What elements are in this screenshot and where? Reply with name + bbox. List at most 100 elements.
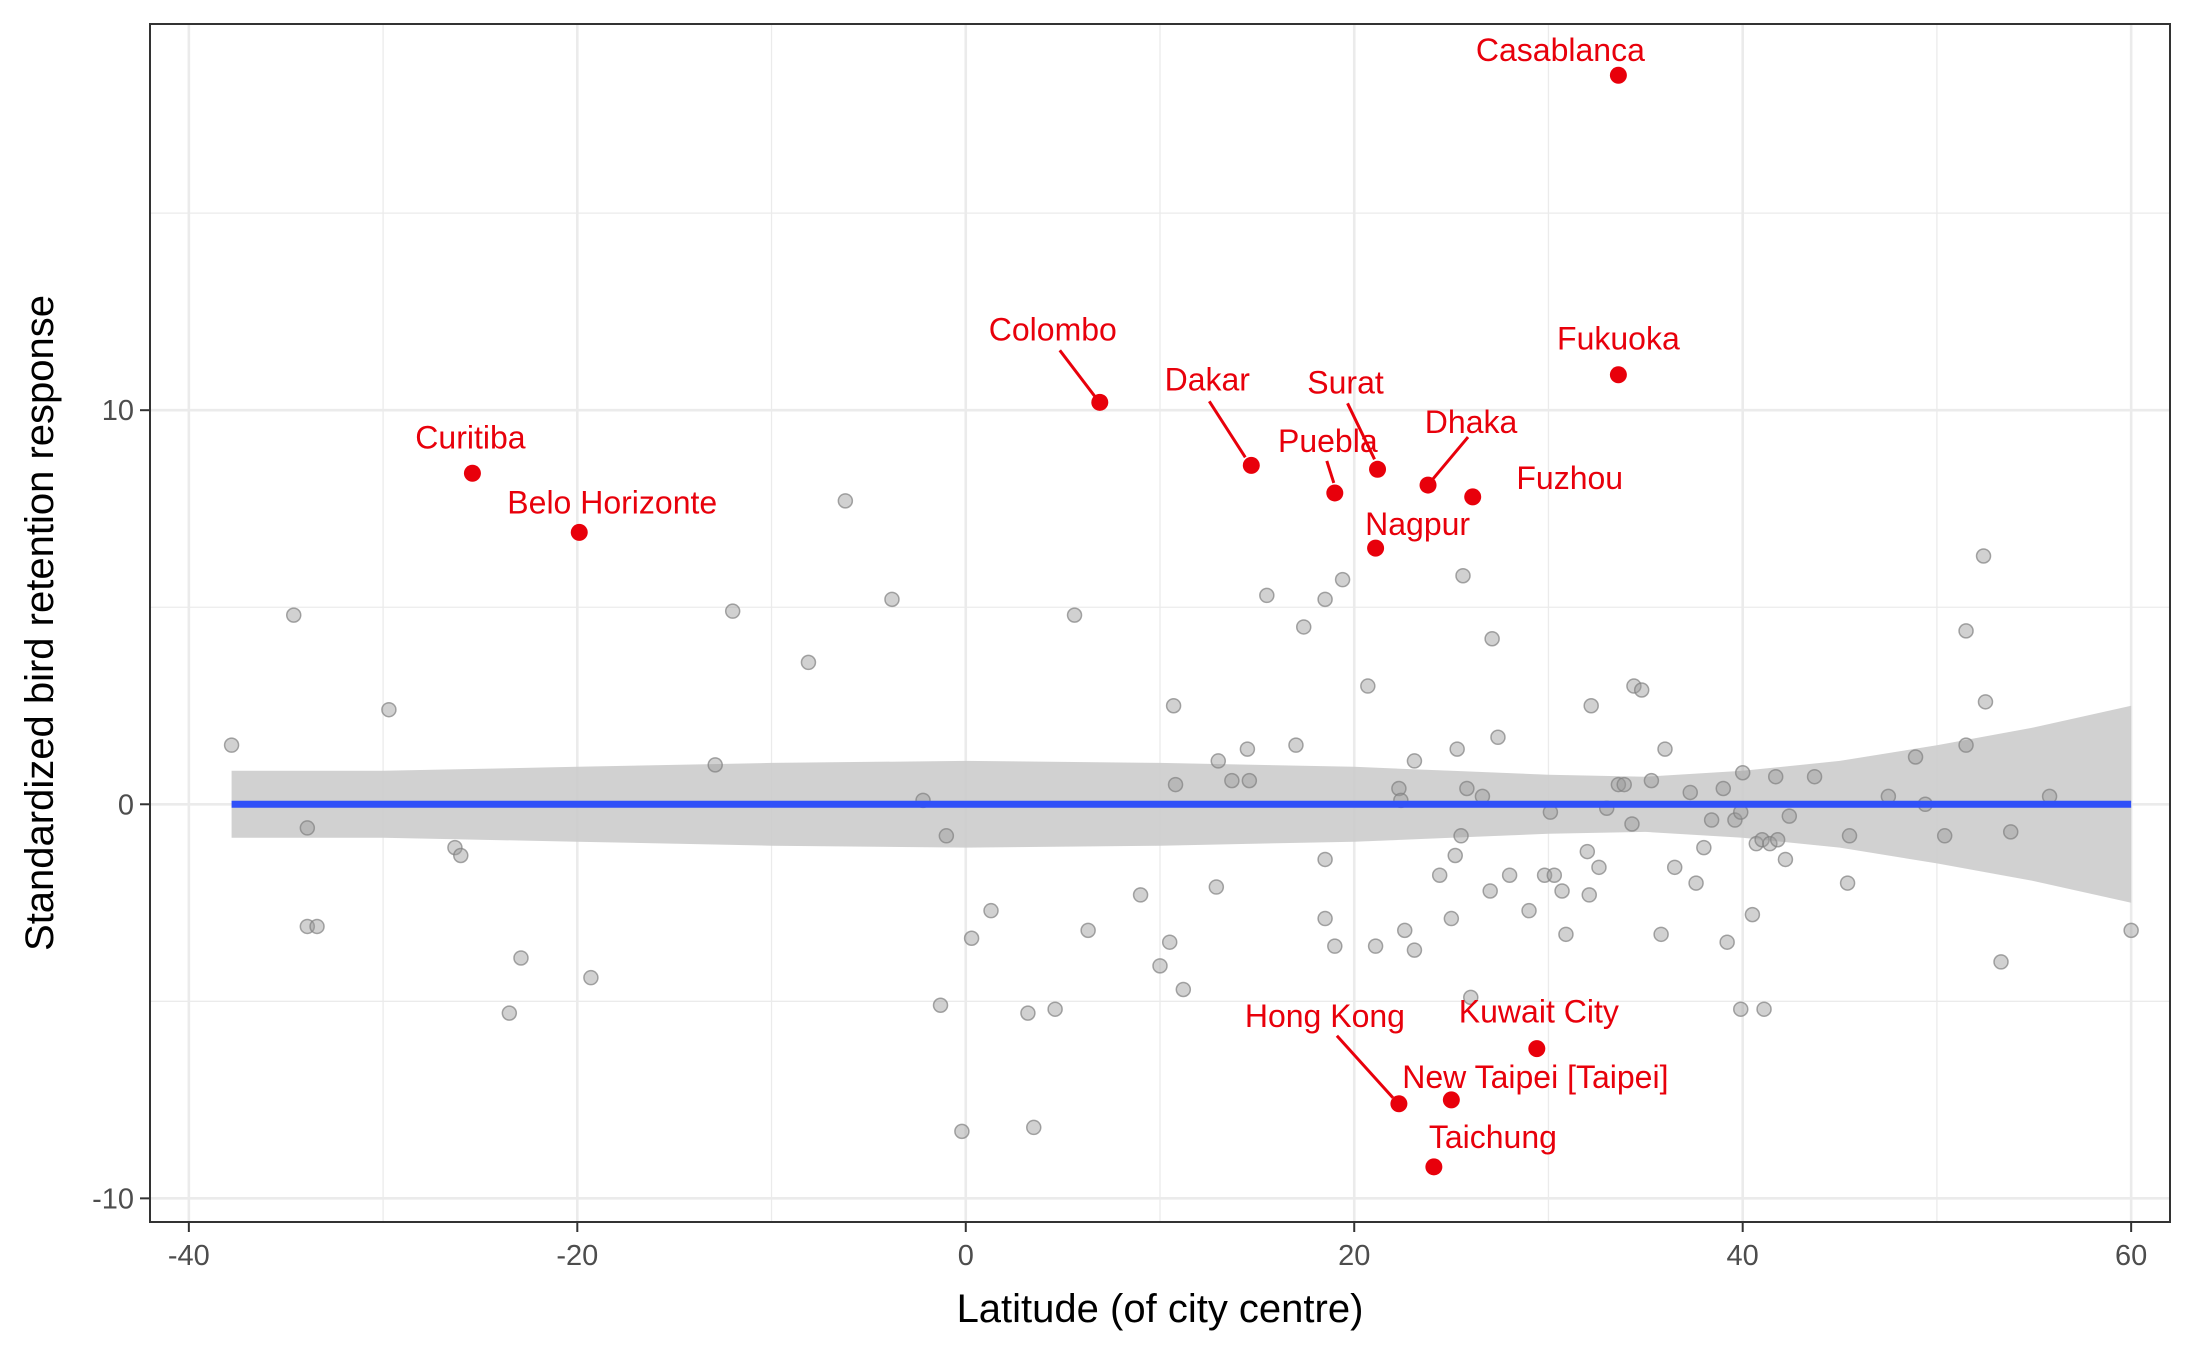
data-point [1581,887,1597,903]
city-label: New Taipei [Taipei] [1402,1059,1668,1095]
highlighted-point [1390,1095,1408,1113]
data-point [1715,780,1732,797]
city-label: Puebla [1278,423,1378,459]
data-point [1391,780,1407,797]
data-point [2002,824,2019,840]
data-point [1453,828,1469,844]
data-point [1754,831,1770,848]
data-point [1259,587,1275,604]
data-point [1152,958,1168,974]
city-label: Taichung [1429,1119,1557,1155]
data-point [1624,816,1640,832]
data-point [1546,867,1563,883]
x-tick-label: 0 [958,1240,974,1272]
data-point [1224,772,1240,789]
data-point [1643,772,1660,789]
data-point [1396,922,1413,939]
highlighted-point [1326,484,1344,502]
city-label: Surat [1307,364,1384,400]
data-point [1558,926,1574,943]
x-tick-label: -40 [168,1240,210,1272]
city-label: Colombo [989,311,1117,347]
city-label: Fukuoka [1557,321,1680,357]
data-point [1455,567,1471,584]
label-leader-line [1325,460,1336,484]
data-point [1288,737,1304,753]
data-point [1020,1005,1036,1021]
data-point [1936,828,1953,844]
data-point [381,701,397,718]
highlighted-point [1367,539,1385,557]
data-point [1993,954,2009,970]
data-point [1806,768,1823,785]
data-point [1443,910,1460,927]
city-label: Curitiba [415,419,525,455]
highlighted-point [1609,366,1627,384]
data-point [1733,1001,1749,1017]
y-axis-ticks: -10 0 10 [92,395,150,1215]
data-point [1026,1119,1042,1136]
city-label: Kuwait City [1459,994,1619,1030]
data-point [1975,548,1992,564]
data-point [1484,631,1500,647]
label-leader-line [1346,402,1376,460]
data-point [1161,934,1178,950]
data-point [1132,887,1149,903]
data-point [1239,741,1256,757]
data-point [1762,835,1778,852]
city-label: Nagpur [1365,506,1470,542]
data-point [1579,843,1596,860]
city-label: Fuzhou [1516,460,1623,496]
data-point [1521,902,1537,919]
data-point [1688,875,1704,891]
data-point [954,1123,970,1140]
highlighted-point [463,464,481,482]
data-point [583,969,599,986]
data-point [1682,784,1698,801]
data-point [1767,768,1784,785]
data-point [1958,623,1974,639]
data-point [1777,851,1794,868]
y-axis-title: Standardized bird retention response [18,295,62,951]
y-tick-label: -10 [92,1183,134,1215]
highlighted-point [1242,456,1260,474]
data-point [963,930,980,947]
data-point [1175,981,1192,998]
panel-border [149,23,2171,1223]
data-point [1633,682,1650,698]
data-point [983,902,999,919]
data-point [1360,678,1376,694]
data-point [1165,698,1182,714]
data-point [501,1005,518,1021]
data-point [299,820,316,836]
data-point [1208,879,1225,895]
data-point [1066,607,1083,623]
city-label: Dhaka [1425,404,1518,440]
highlighted-point [1609,66,1627,84]
data-point [707,757,723,773]
data-point [1295,619,1312,635]
data-point [932,997,949,1014]
highlighted-points [463,66,1627,1176]
data-point [1657,741,1673,757]
data-point [884,591,900,608]
data-point [1241,772,1258,789]
highlighted-point [1419,476,1437,494]
data-point [1591,859,1607,876]
data-point [1449,741,1465,757]
data-point [1653,926,1669,943]
highlighted-point [1528,1040,1546,1058]
data-point [1554,883,1570,899]
data-point [1317,910,1333,927]
label-leader-lines [1058,349,1470,1099]
data-point [1727,812,1743,828]
data-point [1977,694,1994,710]
data-point [1327,938,1343,954]
data-point [1958,737,1974,753]
data-point [1210,753,1227,769]
data-point [1769,831,1786,848]
city-labels: Casablanca Fukuoka Colombo Curitiba Belo Hor… [415,32,1680,1155]
highlighted-point [1091,393,1109,411]
data-point [285,607,302,623]
